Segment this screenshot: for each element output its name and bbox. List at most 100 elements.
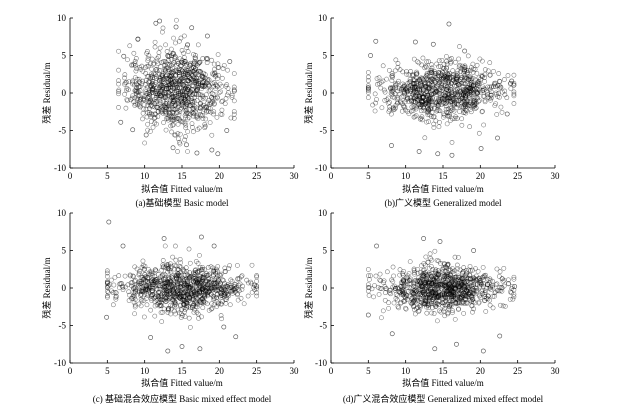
scatter-point bbox=[153, 267, 158, 273]
scatter-point bbox=[491, 68, 496, 74]
scatter-point bbox=[395, 100, 400, 106]
scatter-point bbox=[494, 288, 500, 293]
scatter-point bbox=[177, 295, 183, 301]
scatter-point bbox=[226, 90, 231, 95]
scatter-point bbox=[133, 56, 139, 61]
scatter-point bbox=[239, 273, 245, 279]
scatter-point bbox=[378, 278, 384, 284]
scatter-point bbox=[398, 289, 403, 295]
scatter-point bbox=[437, 292, 443, 298]
scatter-point bbox=[177, 38, 182, 44]
scatter-point bbox=[162, 89, 168, 95]
scatter-point bbox=[456, 306, 462, 312]
scatter-point bbox=[113, 290, 119, 296]
scatter-point bbox=[195, 279, 201, 285]
scatter-point bbox=[136, 93, 142, 99]
scatter-point bbox=[158, 294, 164, 300]
scatter-points bbox=[116, 17, 237, 157]
scatter-point bbox=[211, 109, 217, 115]
scatter-point bbox=[104, 274, 110, 279]
scatter-point bbox=[221, 63, 227, 68]
scatter-point bbox=[199, 267, 204, 273]
scatter-point bbox=[438, 286, 444, 292]
scatter-point bbox=[192, 104, 198, 110]
scatter-point bbox=[106, 219, 112, 225]
scatter-point bbox=[439, 71, 445, 77]
scatter-point bbox=[459, 122, 465, 128]
scatter-point bbox=[205, 293, 210, 299]
scatter-point bbox=[463, 288, 469, 294]
scatter-point bbox=[235, 263, 240, 268]
scatter-point bbox=[178, 315, 184, 320]
scatter-point bbox=[128, 280, 134, 286]
scatter-point bbox=[199, 314, 204, 320]
scatter-point bbox=[401, 269, 407, 274]
scatter-point bbox=[163, 95, 168, 100]
scatter-point bbox=[209, 306, 215, 311]
scatter-point bbox=[448, 276, 454, 282]
scatter-point bbox=[172, 81, 178, 87]
scatter-point bbox=[196, 79, 202, 85]
scatter-point bbox=[162, 80, 167, 86]
scatter-point bbox=[485, 282, 490, 288]
scatter-point bbox=[504, 111, 510, 117]
scatter-point bbox=[476, 279, 482, 285]
scatter-point bbox=[183, 103, 189, 109]
scatter-point bbox=[389, 331, 395, 337]
scatter-point bbox=[178, 63, 184, 69]
x-tick-label: 30 bbox=[551, 366, 561, 376]
scatter-point bbox=[443, 106, 449, 112]
scatter-point bbox=[229, 94, 235, 100]
scatter-point bbox=[209, 147, 215, 153]
x-tick-label: 0 bbox=[329, 171, 334, 181]
scatter-point bbox=[429, 67, 434, 73]
x-tick-label: 15 bbox=[439, 366, 449, 376]
scatter-point bbox=[153, 67, 159, 73]
scatter-point bbox=[447, 95, 453, 100]
scatter-point bbox=[502, 77, 507, 82]
scatter-point bbox=[468, 109, 474, 115]
scatter-point bbox=[131, 300, 137, 305]
scatter-point bbox=[470, 309, 475, 315]
scatter-point bbox=[451, 108, 457, 114]
scatter-point bbox=[116, 105, 121, 110]
scatter-point bbox=[172, 132, 178, 138]
scatter-point bbox=[452, 285, 458, 290]
scatter-point bbox=[154, 287, 160, 292]
scatter-point bbox=[397, 267, 403, 273]
scatter-point bbox=[372, 91, 378, 97]
scatter-point bbox=[148, 278, 154, 284]
scatter-point bbox=[376, 292, 382, 297]
scatter-point bbox=[148, 74, 154, 79]
scatter-point bbox=[395, 64, 401, 70]
scatter-point bbox=[180, 266, 186, 272]
scatter-point bbox=[382, 290, 388, 296]
scatter-point bbox=[454, 341, 459, 347]
scatter-point bbox=[465, 276, 471, 281]
scatter-point bbox=[186, 246, 192, 252]
scatter-point bbox=[165, 306, 171, 311]
scatter-point bbox=[185, 281, 191, 287]
scatter-point bbox=[466, 103, 472, 109]
scatter-point bbox=[118, 119, 124, 125]
scatter-point bbox=[429, 270, 435, 276]
scatter-point bbox=[386, 306, 391, 311]
scatter-point bbox=[188, 111, 193, 117]
scatter-point bbox=[140, 97, 146, 102]
scatter-point bbox=[182, 314, 188, 320]
scatter-point bbox=[468, 65, 474, 70]
scatter-point bbox=[432, 301, 437, 307]
scatter-point bbox=[153, 268, 159, 274]
scatter-point bbox=[202, 72, 208, 78]
scatter-point bbox=[211, 272, 216, 277]
scatter-point bbox=[209, 132, 215, 138]
y-tick-label: 5 bbox=[323, 51, 328, 61]
scatter-point bbox=[218, 271, 224, 277]
scatter-point bbox=[159, 87, 165, 93]
scatter-point bbox=[458, 277, 464, 283]
scatter-points bbox=[365, 21, 517, 158]
scatter-point bbox=[211, 101, 217, 107]
scatter-point bbox=[116, 78, 121, 84]
scatter-point bbox=[136, 84, 142, 90]
scatter-point bbox=[167, 261, 173, 267]
